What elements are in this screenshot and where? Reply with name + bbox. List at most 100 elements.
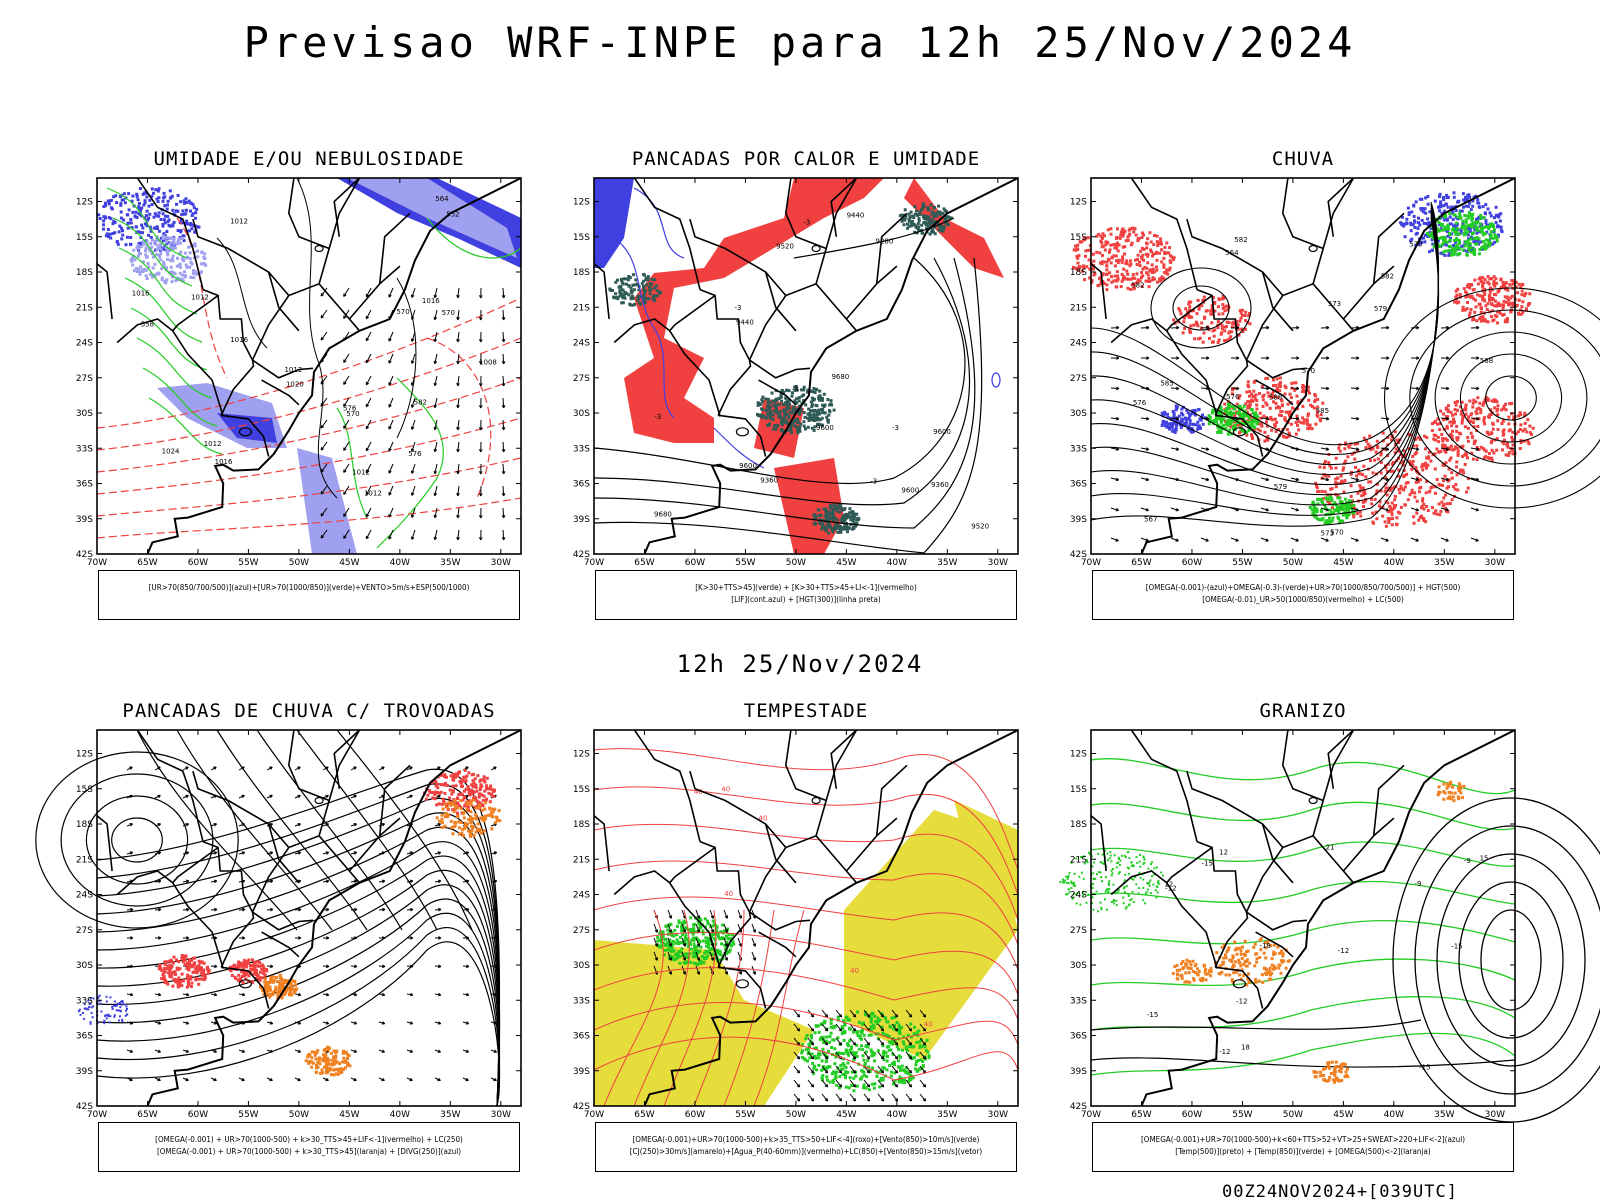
state-border [193,219,289,295]
shade-cell [1458,233,1461,236]
shade-cell [181,954,184,957]
shade-cell [1165,426,1168,429]
shade-cell [1378,505,1381,508]
shade-cell [779,410,782,413]
shade-cell [1496,419,1499,422]
shade-cell [1324,521,1327,524]
map-pancadas-calor: 9680960096809600952094409360928096009600… [594,178,1018,554]
shade-cell [1279,376,1282,379]
shade-cell [647,275,650,278]
shade-cell [1478,317,1481,320]
contour-label: 564 [1225,249,1239,257]
shade-cell [1434,200,1437,203]
shade-cell [800,408,803,411]
shade-cell [1506,296,1509,299]
shade-cell [899,214,902,217]
shade-cell [917,222,920,225]
shade-cell [1303,422,1306,425]
shade-cell [846,525,849,528]
shade-cell [109,237,112,240]
shade-cell [761,400,764,403]
shade-cell [1247,385,1250,388]
shade-cell [1391,523,1394,526]
shade-cell [1395,523,1398,526]
shade-cell [1449,502,1452,505]
shade-cell [824,404,827,407]
state-border [750,284,857,360]
shade-cell [1472,458,1475,461]
shade-cell [141,270,144,273]
state-border [766,272,796,331]
shade-cell [925,215,928,218]
shade-cell [624,297,627,300]
shade-cell [1139,264,1142,267]
shade-cell [1456,473,1459,476]
shade-cell [1202,341,1205,344]
shade-cell [1394,495,1397,498]
shade-cell [1505,408,1508,411]
shade-cell [1431,422,1434,425]
shade-cell [195,965,198,968]
shade-cell [1493,406,1496,409]
contour-label: 576 [408,450,422,458]
shade-cell [1371,512,1374,515]
shade-cell [1095,251,1098,254]
shade-cell [1374,498,1377,501]
shade-cell [1496,321,1499,324]
shade-cell [1286,428,1289,431]
contour-label: 1020 [286,381,304,389]
shade-cell [1135,234,1138,237]
shade-cell [1467,487,1470,490]
shade-cell [812,514,815,517]
shade-cell [1405,218,1408,221]
shade-cell [1180,312,1183,315]
shade-cell [834,504,837,507]
streamline [86,796,187,884]
shade-cell [1439,510,1442,513]
shade-cell [1508,283,1511,286]
shade-cell [652,295,655,298]
shade-cell [1368,435,1371,438]
shade-cell [1115,237,1118,240]
shade-cell [1492,282,1495,285]
shade-cell [1223,329,1226,332]
shade-cell [830,399,833,402]
shade-cell [1116,270,1119,273]
shade-cell [1442,413,1445,416]
shade-cell [1337,447,1340,450]
shade-cell [1125,259,1128,262]
shade-cell [1161,278,1164,281]
shade-cell [1182,331,1185,334]
shade-cell [1483,281,1486,284]
shade-cell [1482,245,1485,248]
shade-cell [1410,211,1413,214]
shade-cell [1189,331,1192,334]
shade-cell [1073,248,1076,251]
shade-cell [1362,501,1365,504]
shade-cell [194,217,197,220]
shade-cell [1153,234,1156,237]
geopotential-contour [1151,268,1251,348]
shade-cell [1196,428,1199,431]
shade-cell [1307,399,1310,402]
shade-cell [1156,235,1159,238]
shade-cell [1465,198,1468,201]
shade-cell [1408,213,1411,216]
shade-cell [124,201,127,204]
shade-cell [113,231,116,234]
shade-cell [1335,467,1338,470]
shade-cell [820,528,823,531]
shade-cell [1109,227,1112,230]
shade-cell [1116,275,1119,278]
shade-cell [1467,427,1470,430]
shade-cell [166,252,169,255]
lon-label: 40W [887,558,907,568]
shade-cell [1269,416,1272,419]
shade-cell [1341,520,1344,523]
shade-cell [1125,239,1128,242]
shade-cell [1262,415,1265,418]
shade-cell [1246,407,1249,410]
shade-cell [809,418,812,421]
shade-cell [1373,459,1376,462]
shade-cell [831,509,834,512]
